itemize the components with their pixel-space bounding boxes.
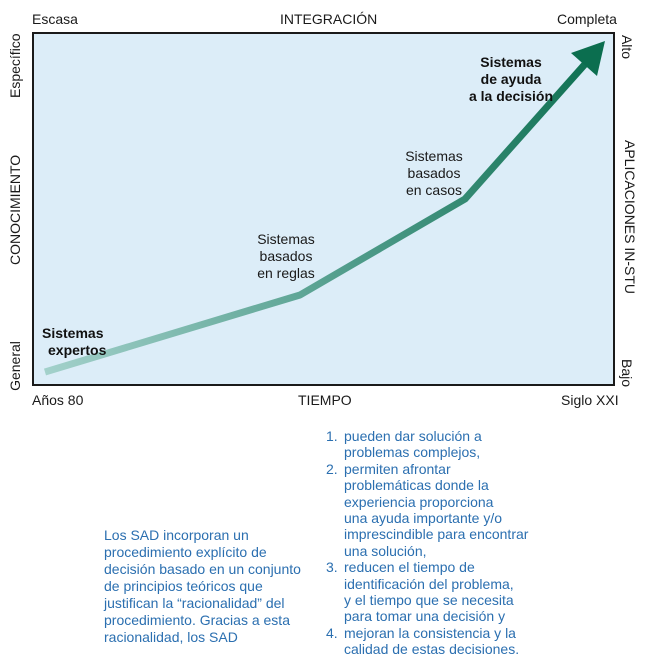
list-item: 4. mejoran la consistencia y la calidad …	[326, 624, 520, 658]
integration-high-label: Completa	[557, 11, 617, 27]
time-axis-title: TIEMPO	[298, 392, 352, 408]
integration-low-label: Escasa	[32, 11, 78, 27]
list-item: 1. pueden dar solución a problemas compl…	[326, 428, 482, 461]
integration-axis-title: INTEGRACIÓN	[280, 11, 378, 27]
time-start-label: Años 80	[32, 392, 84, 408]
stage-rule-based: Sistemas basados en reglas	[257, 231, 315, 281]
stage-expert-systems: Sistemas expertos	[42, 325, 107, 358]
diagram-plot-area	[32, 32, 615, 386]
benefits-list: 1. pueden dar solución a problemas compl…	[326, 428, 656, 658]
stage-case-based: Sistemas basados en casos	[405, 148, 463, 198]
arrow-shaft	[43, 60, 589, 376]
sad-description-paragraph: Los SAD incorporan un procedimiento expl…	[104, 527, 301, 645]
arrow-head	[571, 41, 605, 76]
list-item: 2. permiten afrontar problemáticas donde…	[326, 460, 529, 559]
stage-decision-support: Sistemas de ayuda a la decisión	[468, 54, 554, 104]
time-end-label: Siglo XXI	[561, 392, 619, 408]
list-item: 3. reducen el tiempo de identificación d…	[326, 559, 514, 625]
